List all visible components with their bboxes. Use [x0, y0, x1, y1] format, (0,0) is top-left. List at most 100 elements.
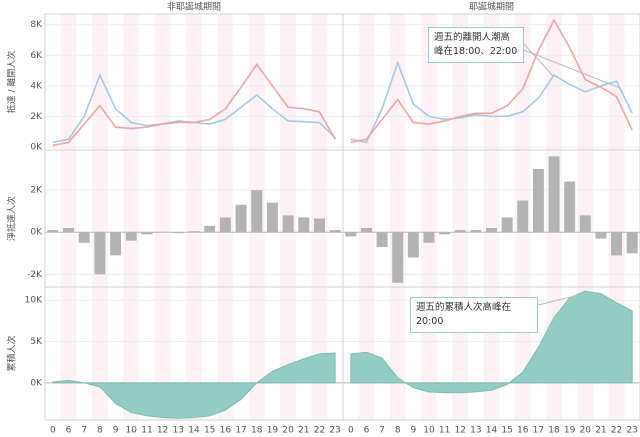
- x-tick-label: 21: [298, 426, 309, 436]
- x-tick-label: 20: [580, 426, 592, 436]
- y-tick-label: 2K: [30, 112, 43, 122]
- bar: [125, 232, 137, 241]
- y-tick-label: 5K: [30, 337, 43, 347]
- bar: [626, 232, 638, 254]
- bar: [439, 232, 451, 235]
- bar: [517, 200, 529, 233]
- y-tick-label: 10K: [25, 296, 43, 306]
- x-tick-label: 9: [113, 426, 119, 436]
- column-band: [452, 14, 469, 420]
- facet-title: 耶誕城期間: [469, 1, 514, 13]
- line: [350, 18, 633, 144]
- y-tick-label: 2K: [30, 186, 43, 196]
- bar: [454, 230, 466, 233]
- bar: [423, 232, 435, 243]
- bar: [486, 227, 497, 233]
- y-tick-label: 0K: [30, 228, 43, 238]
- bar: [282, 215, 294, 233]
- x-tick-label: 7: [81, 426, 87, 436]
- bar: [564, 181, 576, 233]
- x-tick-label: 14: [188, 426, 200, 436]
- x-tick-label: 13: [470, 426, 481, 436]
- bar: [188, 231, 200, 233]
- bar: [407, 232, 419, 258]
- bar: [376, 232, 388, 247]
- annotation-pointer: [523, 49, 621, 89]
- x-tick-label: 10: [423, 426, 435, 436]
- x-tick-label: 22: [611, 426, 622, 436]
- column-band: [311, 14, 328, 420]
- bar: [141, 232, 153, 235]
- y-axis-label: 累積人次: [6, 335, 18, 371]
- y-axis-label: 抵達 / 離開人次: [6, 51, 18, 114]
- bar: [172, 232, 184, 234]
- x-tick-label: 6: [364, 426, 370, 436]
- bar: [251, 190, 263, 233]
- bar: [219, 217, 231, 233]
- column-band: [217, 14, 234, 420]
- bar: [501, 217, 513, 233]
- column-band: [92, 14, 108, 420]
- x-tick-label: 11: [141, 426, 152, 436]
- bar: [63, 227, 75, 233]
- bar: [595, 232, 607, 239]
- bar: [470, 230, 482, 233]
- bar: [532, 168, 544, 233]
- x-tick-label: 12: [455, 426, 466, 436]
- y-tick-label: 0K: [30, 142, 43, 152]
- x-tick-label: 20: [282, 426, 294, 436]
- bar: [266, 202, 278, 233]
- x-tick-label: 8: [97, 426, 103, 436]
- x-tick-label: 18: [251, 426, 263, 436]
- facet-title: 非耶誕城期間: [167, 1, 221, 13]
- y-tick-label: -2K: [27, 270, 43, 280]
- column-band: [154, 14, 171, 420]
- bar: [579, 215, 591, 233]
- bar: [94, 232, 106, 275]
- bar: [78, 232, 90, 243]
- bar: [313, 218, 325, 233]
- x-tick-label: 10: [126, 426, 138, 436]
- y-tick-label: 8K: [30, 20, 43, 30]
- bar: [392, 232, 404, 283]
- bar: [235, 204, 247, 233]
- area: [350, 290, 633, 394]
- x-tick-label: 8: [395, 426, 401, 436]
- bar: [360, 227, 372, 233]
- y-tick-label: 0K: [30, 378, 43, 388]
- line: [52, 63, 336, 147]
- x-tick-label: 0: [50, 426, 56, 436]
- x-tick-label: 11: [439, 426, 450, 436]
- column-band: [389, 14, 406, 420]
- bar: [298, 217, 310, 233]
- x-tick-label: 13: [173, 426, 184, 436]
- bar: [329, 230, 341, 233]
- x-tick-label: 15: [204, 426, 215, 436]
- line: [350, 60, 633, 144]
- x-tick-label: 7: [379, 426, 385, 436]
- column-band: [421, 14, 437, 420]
- bar: [110, 232, 122, 256]
- annotation-pointer: [523, 43, 554, 77]
- column-band: [60, 14, 77, 420]
- x-tick-label: 19: [564, 426, 576, 436]
- x-tick-label: 18: [548, 426, 560, 436]
- x-tick-label: 23: [329, 426, 340, 436]
- x-tick-label: 6: [66, 426, 72, 436]
- y-tick-label: 6K: [30, 51, 43, 61]
- column-band: [483, 14, 500, 420]
- x-tick-label: 21: [595, 426, 606, 436]
- x-tick-label: 9: [410, 426, 416, 436]
- bar: [548, 156, 560, 233]
- bar: [345, 232, 357, 237]
- y-axis-label: 淨抵達人次: [6, 196, 18, 241]
- bar: [611, 232, 623, 256]
- annotation: 週五的累積人次高峰在20:00: [410, 297, 538, 333]
- x-tick-label: 19: [267, 426, 279, 436]
- bar: [47, 230, 59, 233]
- x-tick-label: 23: [626, 426, 637, 436]
- column-band: [123, 14, 140, 420]
- y-tick-label: 4K: [30, 81, 43, 91]
